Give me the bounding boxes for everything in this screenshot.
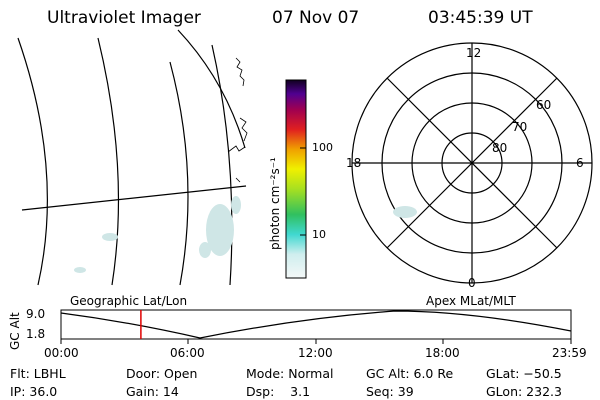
map-latitude-line: [177, 29, 246, 149]
altitude-curve: [60, 310, 572, 339]
lat-label-80: 80: [492, 141, 508, 155]
polar-axis-diag2: [386, 77, 558, 249]
coastline: [227, 57, 248, 183]
mlt-label-0: 0: [468, 276, 476, 290]
x-tick-label: 06:00: [170, 346, 205, 360]
mlt-label-18: 18: [346, 156, 362, 170]
info-glat: GLat: −50.5: [486, 366, 562, 381]
geographic-caption: Geographic Lat/Lon: [70, 294, 188, 308]
polar-aurora: [393, 206, 417, 218]
y-tick-9: 9.0: [26, 307, 46, 321]
y-tick-1-8: 1.8: [26, 327, 46, 341]
lat-label-60: 60: [536, 98, 552, 112]
info-mode: Mode: Normal: [246, 366, 334, 381]
info-ip: IP: 36.0: [10, 384, 58, 399]
mlt-label-12: 12: [466, 46, 482, 60]
color-bar-gradient: [285, 79, 307, 279]
apex-caption: Apex MLat/MLT: [426, 294, 516, 308]
date-label: 07 Nov 07: [272, 8, 360, 28]
map-longitude-line: [169, 61, 189, 286]
info-flt: Flt: LBHL: [10, 366, 66, 381]
mlt-label-6: 6: [576, 156, 584, 170]
lat-label-70: 70: [512, 120, 528, 134]
info-gc-alt: GC Alt: 6.0 Re: [366, 366, 454, 381]
map-latitude-line: [21, 185, 247, 211]
colorbar-tick-100: 100: [312, 141, 333, 154]
x-tick-label: 18:00: [425, 346, 460, 360]
info-seq: Seq: 39: [366, 384, 414, 399]
x-tick-label: 00:00: [44, 346, 79, 360]
colorbar-tick-10: 10: [312, 228, 326, 241]
x-tick-label: 23:59: [552, 346, 587, 360]
info-gain: Gain: 14: [126, 384, 179, 399]
info-door: Door: Open: [126, 366, 198, 381]
x-tick-label: 12:00: [298, 346, 333, 360]
info-dsp: Dsp: 3.1: [246, 384, 311, 399]
timeline-y-label: GC Alt: [8, 312, 22, 350]
time-label: 03:45:39 UT: [428, 8, 533, 28]
info-glon: GLon: 232.3: [486, 384, 562, 399]
instrument-title: Ultraviolet Imager: [47, 8, 201, 28]
map-longitude-line: [97, 37, 120, 286]
aurora-patches: [74, 196, 241, 273]
map-longitude-line: [17, 37, 48, 286]
map-longitude-line: [211, 44, 233, 286]
